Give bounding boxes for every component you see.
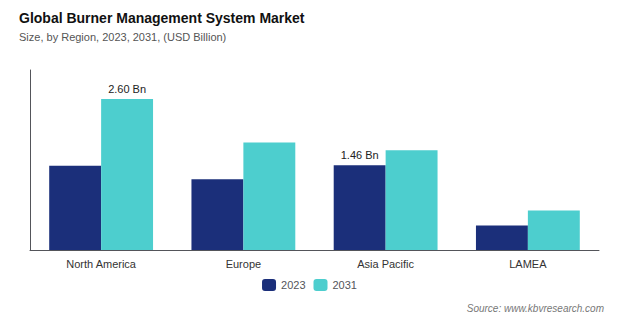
svg-text:2031: 2031 [333, 279, 357, 291]
svg-text:Source: www.kbvresearch.com: Source: www.kbvresearch.com [467, 303, 604, 314]
svg-text:2023: 2023 [281, 279, 305, 291]
svg-text:Asia Pacific: Asia Pacific [357, 258, 414, 270]
svg-text:North America: North America [66, 258, 137, 270]
svg-text:Global Burner Management Syste: Global Burner Management System Market [19, 10, 305, 26]
svg-text:2.60 Bn: 2.60 Bn [108, 83, 146, 95]
svg-text:LAMEA: LAMEA [509, 258, 547, 270]
svg-text:1.46 Bn: 1.46 Bn [341, 149, 379, 161]
svg-text:Europe: Europe [226, 258, 261, 270]
svg-text:Size, by Region, 2023, 2031, (: Size, by Region, 2023, 2031, (USD Billio… [19, 31, 226, 43]
